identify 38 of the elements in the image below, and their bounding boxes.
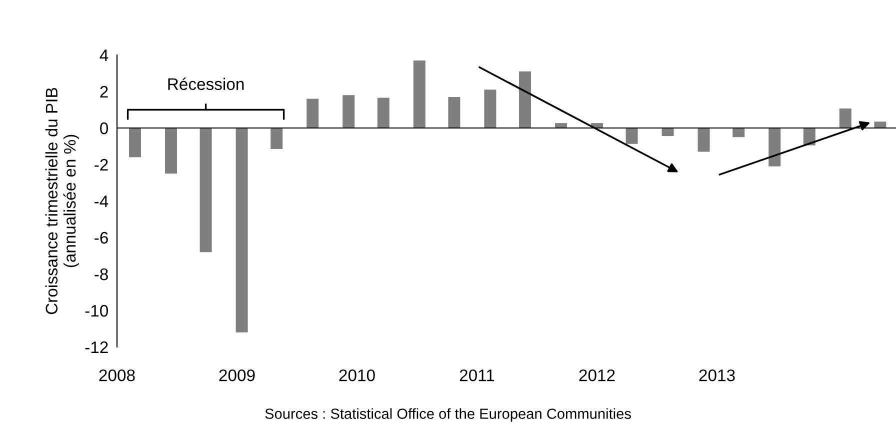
bar: [555, 123, 567, 128]
bar: [839, 108, 852, 128]
bar: [698, 128, 710, 152]
bar: [377, 98, 390, 128]
y-tick-label: -2: [94, 158, 108, 171]
y-axis-title: Croissance trimestrielle du PIB (annualisée en %): [45, 88, 80, 314]
bar: [732, 128, 745, 138]
bar: [165, 128, 177, 174]
bar: [236, 128, 248, 332]
bar: [519, 71, 531, 128]
y-tick-label: 2: [100, 86, 108, 98]
y-tick-label: -12: [85, 341, 108, 354]
x-tick-label: 2010: [339, 369, 375, 382]
bar: [306, 98, 319, 128]
y-tick-label: -6: [94, 232, 108, 244]
bar: [200, 128, 212, 252]
annotation: Récession: [168, 78, 244, 90]
x-tick-label: 2011: [460, 369, 494, 382]
y-tick-label: -8: [94, 268, 108, 280]
bar: [270, 128, 283, 149]
x-tick-label: 2012: [579, 369, 615, 382]
x-tick-label: 2013: [699, 369, 735, 382]
bar: [626, 128, 638, 144]
x-tick-label: 2008: [99, 369, 135, 382]
bar: [448, 96, 460, 128]
bar: [342, 95, 355, 128]
bar: [129, 128, 141, 158]
y-tick-label: -10: [85, 304, 108, 317]
bar: [768, 128, 781, 166]
x-tick-label: 2009: [219, 369, 255, 382]
y-tick-label: 4: [100, 50, 108, 62]
y-tick-label: -4: [94, 196, 108, 208]
bar: [413, 60, 426, 128]
bar: [874, 122, 886, 128]
source-note: Sources : Statistical Office of the European Communities: [265, 408, 631, 422]
bar: [662, 128, 674, 136]
bar: [484, 90, 496, 128]
y-tick-label: 0: [100, 122, 108, 134]
